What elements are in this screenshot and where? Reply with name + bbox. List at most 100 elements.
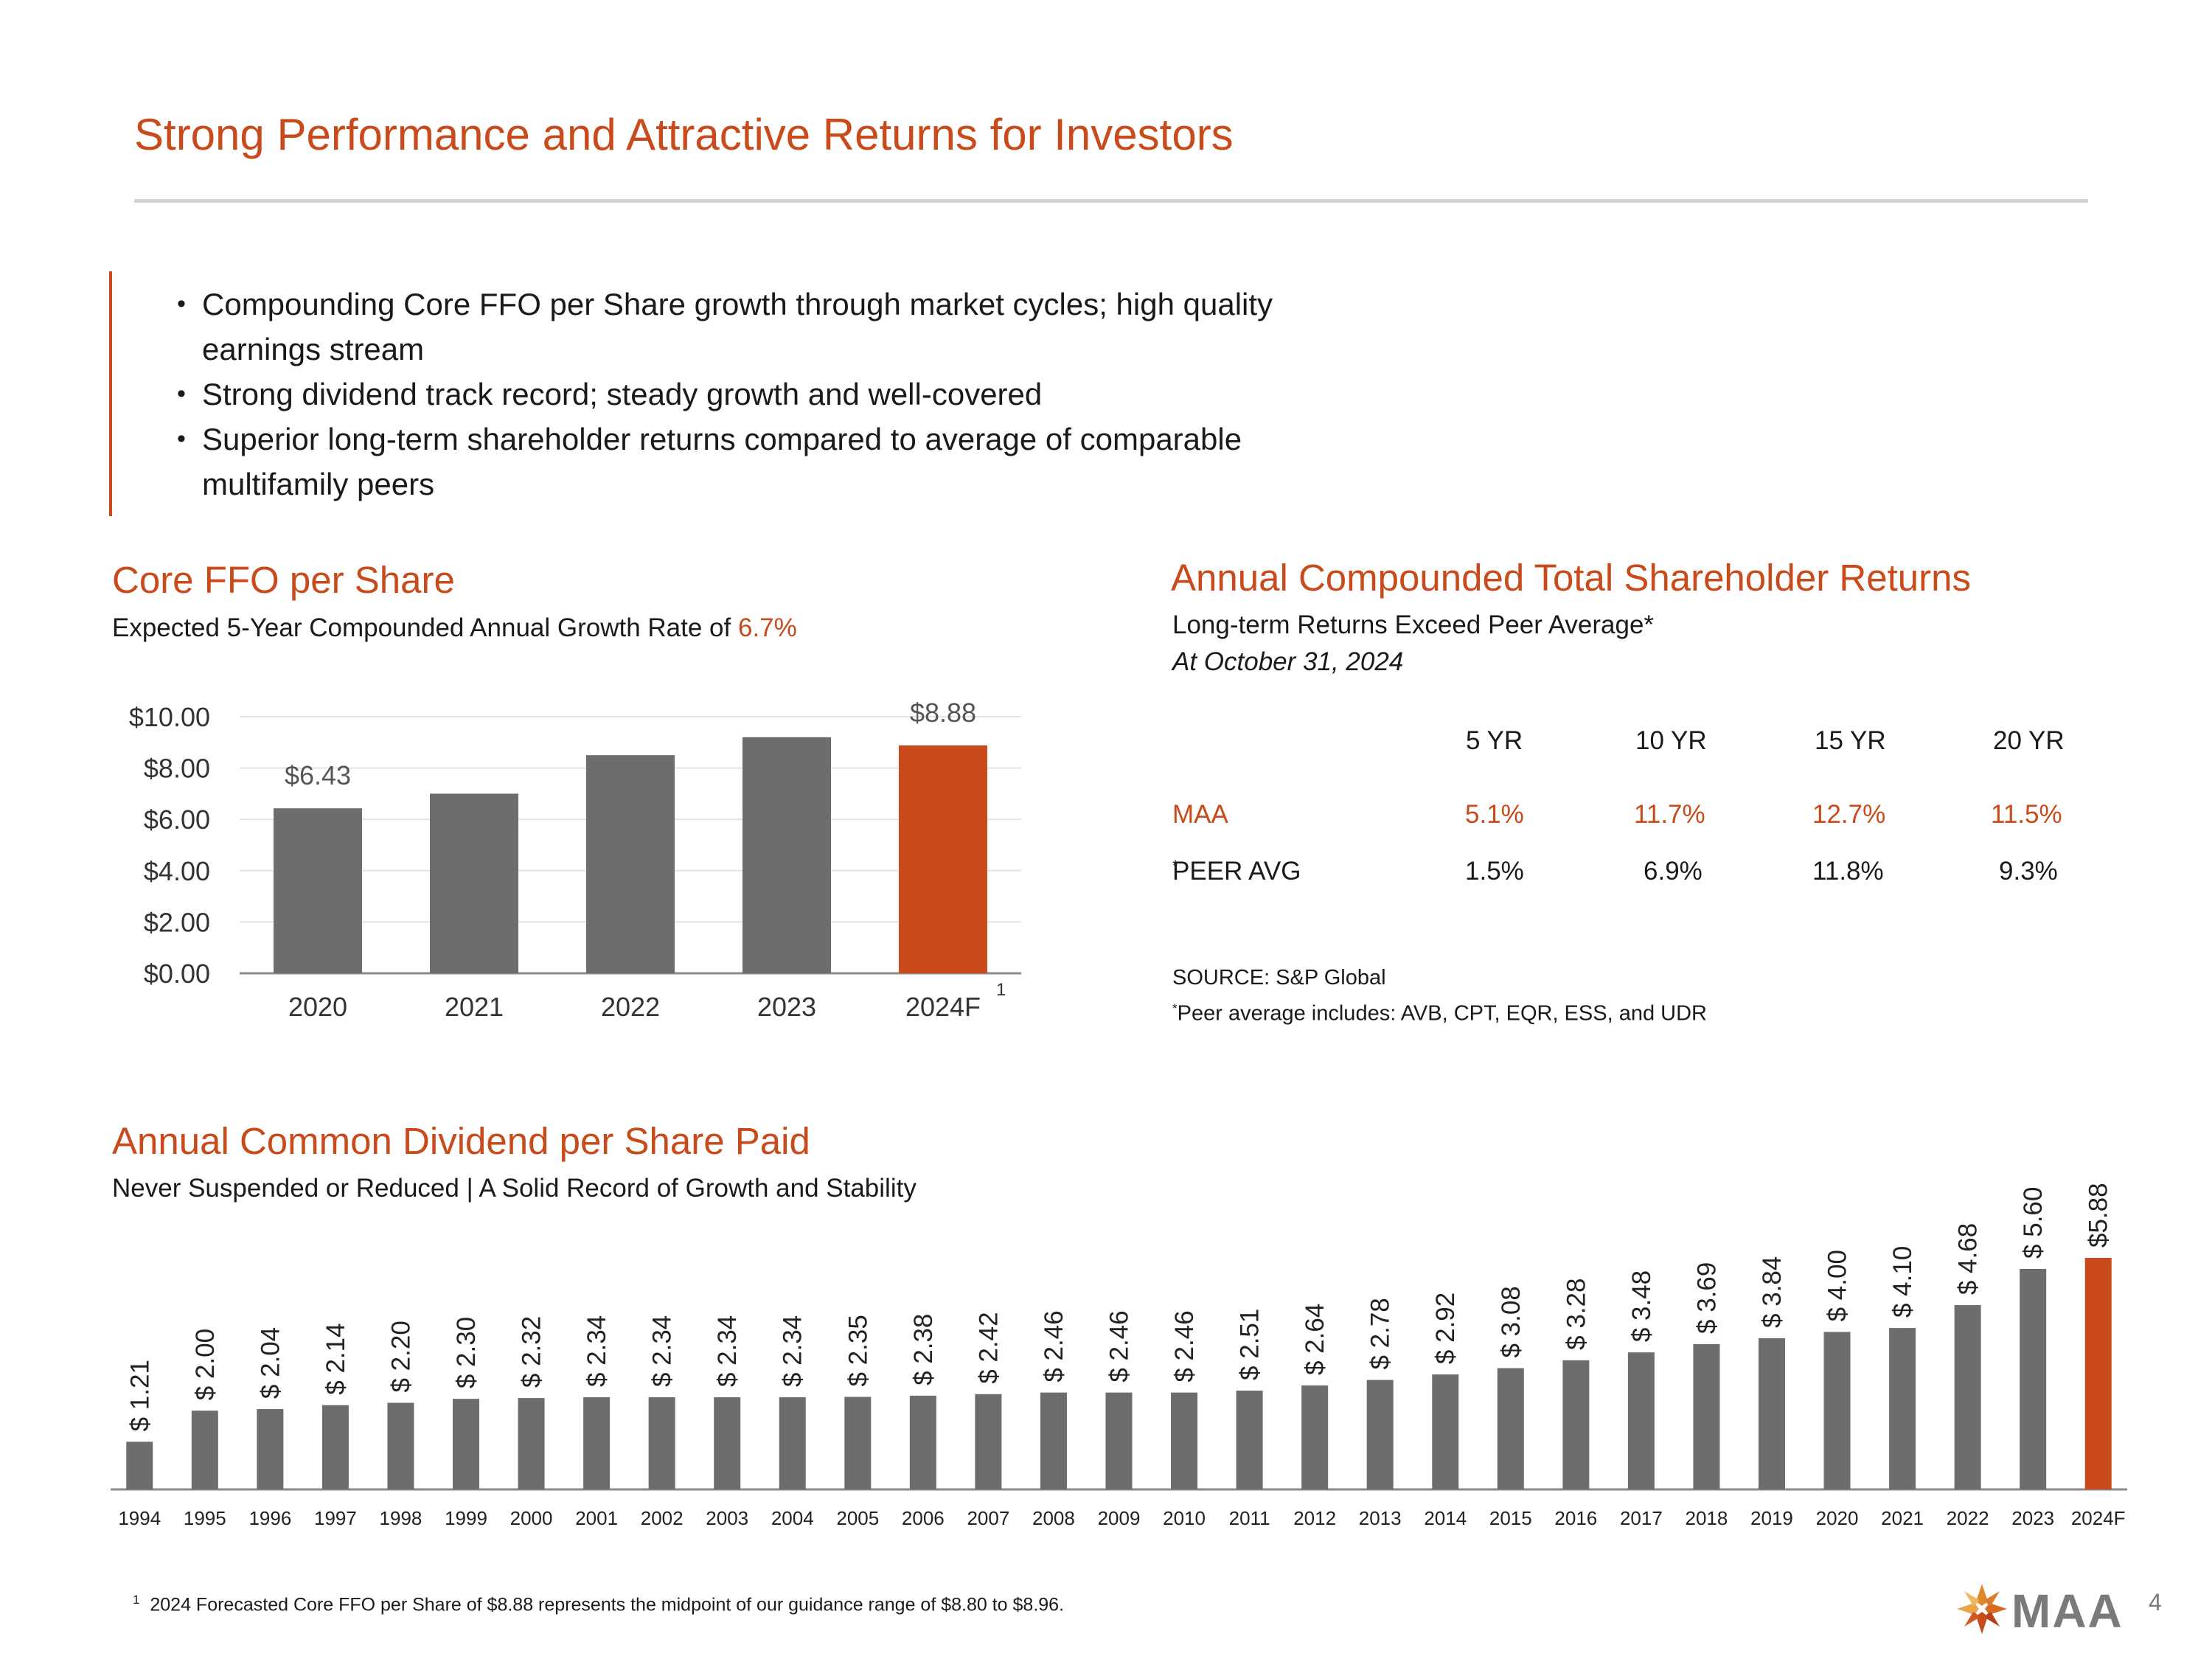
dividend-data-label: $ 2.42 — [974, 1312, 1003, 1383]
dividend-xtick-label: 2002 — [641, 1507, 684, 1529]
dividend-bar-2000 — [518, 1398, 545, 1489]
dividend-xtick-label: 2001 — [575, 1507, 618, 1529]
dividend-xtick-label: 2018 — [1686, 1507, 1728, 1529]
dividend-data-label: $ 1.21 — [125, 1360, 154, 1431]
ffo-ytick-label: $2.00 — [144, 907, 210, 937]
tsr-col-15yr: 15 YR — [1815, 726, 1886, 755]
dividend-data-label: $ 3.08 — [1497, 1286, 1526, 1357]
dividend-bar-2004 — [779, 1397, 806, 1489]
ffo-bar-2022 — [586, 755, 675, 973]
bullet-list: Compounding Core FFO per Share growth th… — [177, 282, 1357, 507]
ffo-xtick-label: 2023 — [757, 992, 816, 1022]
dividend-bar-2010 — [1171, 1392, 1198, 1489]
page-title: Strong Performance and Attractive Return… — [134, 110, 1234, 159]
ffo-subtitle-text: Expected 5-Year Compounded Annual Growth… — [112, 613, 738, 642]
dividend-xtick-label: 1995 — [184, 1507, 226, 1529]
dividend-bar-1999 — [453, 1399, 480, 1489]
tsr-subtitle: Long-term Returns Exceed Peer Average* — [1172, 611, 1655, 639]
dividend-data-label: $ 5.60 — [2019, 1187, 2048, 1259]
ffo-xtick-label: 2020 — [288, 992, 347, 1022]
dividend-xtick-label: 2008 — [1032, 1507, 1075, 1529]
dividend-xtick-label: 2004 — [771, 1507, 814, 1529]
dividend-bar-2014 — [1432, 1374, 1459, 1489]
dividend-data-label: $ 2.64 — [1301, 1304, 1329, 1375]
ffo-xtick-label: 2022 — [601, 992, 660, 1022]
tsr-cell: 12.7% — [1812, 800, 1886, 829]
tsr-col-5yr: 5 YR — [1466, 726, 1523, 755]
dividend-xtick-label: 2022 — [1947, 1507, 1989, 1529]
bullet-accent-bar — [109, 271, 112, 516]
page-number: 4 — [2149, 1589, 2162, 1615]
dividend-bar-2022 — [1954, 1305, 1981, 1489]
ffo-ytick-label: $4.00 — [144, 856, 210, 886]
dividend-data-label: $ 2.46 — [1170, 1310, 1199, 1382]
peer-note-asterisk: * — [1172, 1001, 1178, 1015]
dividend-bar-1994 — [126, 1441, 153, 1489]
logo-text: MAA — [2011, 1585, 2124, 1638]
ffo-bar-2020 — [274, 808, 362, 973]
tsr-cell: 11.7% — [1634, 800, 1705, 829]
dividend-data-label: $ 3.28 — [1562, 1279, 1590, 1350]
dividend-xtick-label: 2021 — [1881, 1507, 1924, 1529]
tsr-row-peer: PEER AVG * 1.5% 6.9% 11.8% 9.3% — [1169, 857, 2076, 894]
tsr-cell: 5.1% — [1465, 800, 1524, 829]
dividend-bar-2007 — [975, 1394, 1002, 1489]
dividend-bar-2018 — [1693, 1343, 1720, 1489]
dividend-data-label: $ 2.34 — [648, 1315, 677, 1387]
tsr-col-20yr: 20 YR — [1993, 726, 2065, 755]
dividend-xtick-label: 2011 — [1229, 1507, 1270, 1529]
dividend-bar-2003 — [714, 1397, 741, 1489]
ffo-data-label: $6.43 — [285, 760, 351, 790]
ffo-ytick-label: $8.00 — [144, 754, 210, 784]
dividend-data-label: $5.88 — [2084, 1183, 2113, 1248]
ffo-ytick-label: $0.00 — [144, 959, 210, 989]
dividend-xtick-label: 1999 — [445, 1507, 487, 1529]
dividend-bar-1995 — [191, 1411, 218, 1489]
tsr-peer-asterisk: * — [1172, 858, 1178, 874]
dividend-xtick-label: 2005 — [836, 1507, 879, 1529]
dividend-bar-2023 — [2020, 1268, 2047, 1489]
maa-starburst-icon — [1957, 1584, 2007, 1634]
dividend-bar-2015 — [1497, 1368, 1524, 1489]
dividend-bar-2008 — [1040, 1392, 1067, 1489]
ffo-footnote-marker: 1 — [996, 980, 1006, 1000]
dividend-data-label: $ 3.84 — [1758, 1256, 1787, 1328]
dividend-bar-2012 — [1301, 1385, 1329, 1489]
dividend-data-label: $ 2.14 — [321, 1323, 350, 1394]
dividend-data-label: $ 2.32 — [518, 1316, 546, 1388]
source-line: SOURCE: S&P Global — [1172, 966, 1386, 990]
dividend-bar-2013 — [1366, 1380, 1394, 1489]
dividend-xtick-label: 2012 — [1293, 1507, 1336, 1529]
dividend-data-label: $ 3.69 — [1692, 1262, 1721, 1334]
tsr-source: SOURCE: S&P Global *Peer average include… — [1172, 962, 1707, 1029]
tsr-row-label: PEER AVG * — [1172, 857, 1301, 886]
ffo-bar-2021 — [430, 793, 518, 973]
dividend-bar-2006 — [909, 1395, 936, 1489]
tsr-cell: 1.5% — [1465, 857, 1524, 886]
dividend-data-label: $ 2.34 — [779, 1315, 807, 1387]
tsr-cell: 6.9% — [1644, 857, 1703, 886]
dividend-bar-1997 — [321, 1405, 349, 1489]
footnote-text: 2024 Forecasted Core FFO per Share of $8… — [150, 1594, 1065, 1615]
dividend-bar-2005 — [844, 1397, 872, 1489]
dividend-bar-2011 — [1236, 1390, 1263, 1489]
dividend-subtitle: Never Suspended or Reduced | A Solid Rec… — [112, 1174, 917, 1203]
dividend-bar-1998 — [387, 1402, 414, 1489]
dividend-xtick-label: 2014 — [1424, 1507, 1467, 1529]
dividend-data-label: $ 4.10 — [1888, 1246, 1917, 1318]
dividend-xtick-label: 1994 — [118, 1507, 161, 1529]
tsr-cell: 11.5% — [1991, 800, 2062, 829]
ffo-xtick-label: 2021 — [445, 992, 504, 1022]
dividend-bar-2024F — [2084, 1258, 2112, 1489]
peer-note-text: Peer average includes: AVB, CPT, EQR, ES… — [1177, 1001, 1707, 1026]
dividend-xtick-label: 2013 — [1359, 1507, 1402, 1529]
dividend-xtick-label: 2006 — [902, 1507, 945, 1529]
dividend-xtick-label: 1998 — [380, 1507, 422, 1529]
dividend-xtick-label: 2024F — [2071, 1507, 2126, 1529]
dividend-data-label: $ 2.00 — [191, 1329, 220, 1400]
ffo-bar-2024F — [899, 745, 987, 973]
dividend-data-label: $ 2.38 — [909, 1314, 938, 1385]
dividend-xtick-label: 2003 — [706, 1507, 748, 1529]
bullet-item: Compounding Core FFO per Share growth th… — [177, 282, 1357, 372]
dividend-xtick-label: 2009 — [1098, 1507, 1141, 1529]
